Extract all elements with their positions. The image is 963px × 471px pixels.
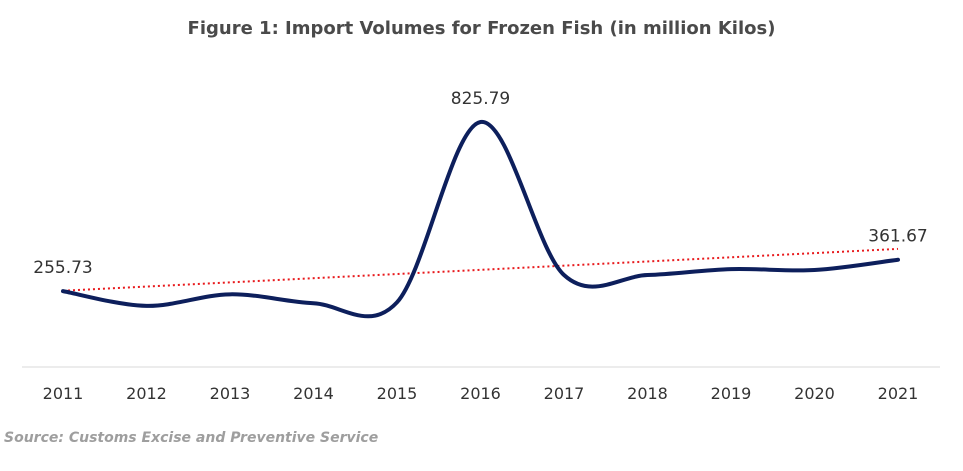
data-label: 255.73 (33, 258, 92, 278)
trendline (62, 247, 899, 292)
chart-title: Figure 1: Import Volumes for Frozen Fish… (187, 18, 776, 39)
trendline-group (62, 247, 899, 292)
series-line (61, 120, 900, 319)
x-tick-label: 2016 (460, 384, 501, 403)
data-labels: 255.73 825.79 361.67 (33, 89, 927, 278)
data-label: 825.79 (451, 89, 510, 109)
x-tick-label: 2018 (627, 384, 668, 403)
x-tick-label: 2015 (377, 384, 418, 403)
x-tick-label: 2019 (711, 384, 752, 403)
x-tick-labels: 2011 2012 2013 2014 2015 2016 2017 2018 2019 2020… (43, 384, 919, 403)
x-tick-label: 2013 (210, 384, 251, 403)
x-tick-label: 2011 (43, 384, 84, 403)
x-tick-label: 2014 (293, 384, 334, 403)
x-tick-label: 2020 (794, 384, 835, 403)
x-tick-label: 2012 (126, 384, 167, 403)
data-label: 361.67 (868, 227, 927, 247)
x-tick-label: 2021 (878, 384, 919, 403)
x-tick-label: 2017 (544, 384, 585, 403)
series-group (61, 120, 900, 319)
source-note: Source: Customs Excise and Preventive Se… (4, 430, 379, 446)
